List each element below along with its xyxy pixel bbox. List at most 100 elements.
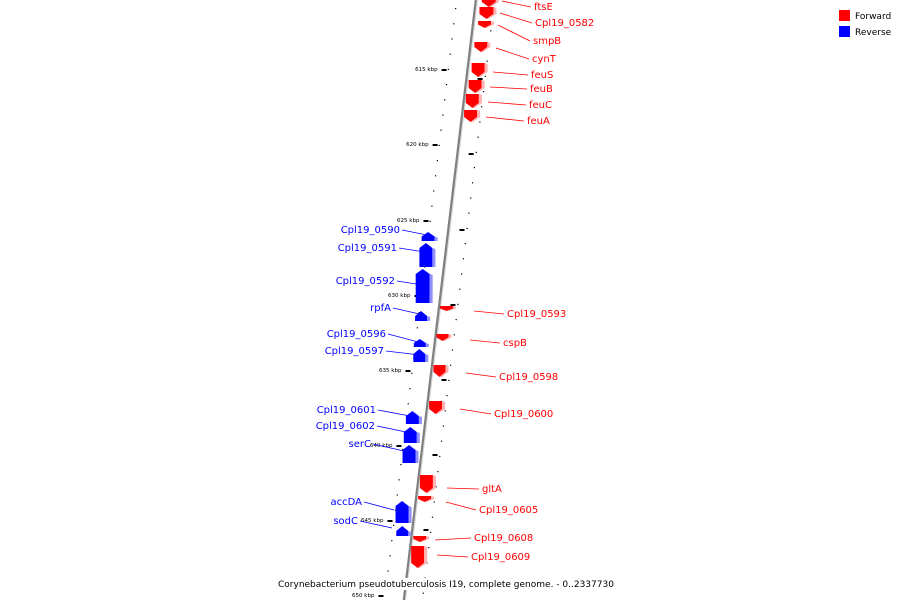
minor-tick-dot [455, 319, 457, 321]
gene-arrow-cspB [436, 334, 449, 341]
gene-arrow-Cpl19_0608 [413, 536, 427, 542]
tick-label: 645 kbp [361, 518, 384, 524]
gene-shade-smpB [484, 21, 495, 28]
major-tick-left [396, 445, 402, 447]
gene-arrow-Cpl19_0591 [419, 243, 433, 267]
gene-label-Cpl19_0592: Cpl19_0592 [336, 276, 395, 287]
gene-label-Cpl19_0591: Cpl19_0591 [338, 243, 397, 254]
minor-tick-dot [453, 23, 455, 25]
label-leaders [359, 0, 533, 558]
leader-rpfA [392, 307, 425, 316]
gene-label-feuC: feuC [529, 100, 552, 111]
gene-arrow-Cpl19_0593 [439, 306, 453, 311]
gene-label-rpfA: rpfA [370, 303, 391, 314]
gene-features [395, 0, 499, 568]
minor-tick-dot [448, 379, 450, 381]
gene-shade-Cpl19_0598 [439, 365, 449, 377]
leader-gltA [446, 487, 480, 490]
gene-shade-serC [415, 450, 419, 463]
minor-tick-dot [444, 99, 446, 101]
leader-smpB [497, 24, 531, 42]
minor-tick-dot [400, 464, 402, 466]
gene-shade-cspB [442, 334, 452, 341]
leader-Cpl19_0591 [398, 247, 432, 254]
minor-tick-dot [444, 410, 446, 412]
minor-tick-dot [435, 486, 437, 488]
gene-arrow-Cpl19_0609 [411, 546, 425, 568]
gene-shade-Cpl19_0593 [446, 306, 456, 311]
gene-arrow-Cpl19_0600 [429, 401, 443, 414]
minor-tick-dot [436, 160, 438, 162]
gene-label-Cpl19_0597: Cpl19_0597 [325, 346, 384, 357]
gene-label-Cpl19_0609: Cpl19_0609 [471, 552, 530, 563]
gene-arrow-feuC [465, 94, 479, 108]
tick-label: 650 kbp [352, 593, 375, 599]
legend-label-reverse: Reverse [855, 28, 892, 38]
gene-arrow-ftsE [481, 0, 496, 7]
gene-arrow-accDA [395, 501, 409, 523]
leader-Cpl19_0598 [465, 372, 497, 378]
minor-tick-dot [431, 205, 433, 207]
tick-label: 625 kbp [397, 218, 420, 224]
minor-tick-dot [442, 425, 444, 427]
gene-shade-sodC [408, 531, 412, 536]
gene-shade-feuS [478, 63, 488, 77]
gene-arrow-cynT [474, 42, 488, 52]
backbone-highlight [404, 0, 479, 600]
gene-label-sodC: sodC [333, 516, 358, 527]
minor-tick-dot [461, 273, 463, 275]
minor-tick-dot [468, 212, 470, 214]
minor-tick-dot [470, 197, 472, 199]
gene-arrow-Cpl19_0601 [405, 411, 419, 424]
minor-tick-dot [391, 540, 393, 542]
leader-cspB [469, 339, 501, 344]
minor-tick-dot [459, 288, 461, 290]
gene-label-Cpl19_0608: Cpl19_0608 [474, 533, 533, 544]
minor-tick-dot [396, 494, 398, 496]
gene-label-serC: serC [349, 439, 371, 450]
leader-Cpl19_0590 [401, 229, 433, 237]
major-tick-right [477, 78, 483, 80]
minor-tick-dot [416, 327, 418, 329]
minor-tick-dot [411, 372, 413, 374]
major-tick-right [423, 529, 429, 531]
minor-tick-dot [453, 334, 455, 336]
gene-arrow-Cpl19_0596 [413, 339, 426, 347]
minor-tick-dot [433, 190, 435, 192]
major-tick-right [432, 454, 438, 456]
minor-tick-dot [439, 455, 441, 457]
minor-tick-dot [447, 68, 449, 70]
major-tick-right [441, 379, 447, 381]
minor-tick-dot [409, 388, 411, 390]
gene-shade-feuC [472, 94, 482, 108]
minor-tick-dot [440, 129, 442, 131]
legend-swatch-forward [839, 10, 850, 21]
minor-tick-dot [473, 167, 475, 169]
minor-tick-dot [484, 75, 486, 77]
minor-tick-dot [440, 440, 443, 442]
minor-tick-dot [393, 524, 395, 526]
major-tick-right [459, 229, 465, 231]
gene-label-Cpl19_0602: Cpl19_0602 [316, 421, 375, 432]
minor-tick-dot [450, 364, 452, 366]
minor-tick-dot [445, 84, 448, 86]
gene-label-feuA: feuA [527, 116, 550, 127]
gene-shade-gltA [426, 475, 436, 493]
gene-arrow-sodC [396, 526, 409, 536]
gene-shade-feuA [470, 110, 481, 122]
gene-shade-Cpl19_0592 [429, 274, 433, 303]
minor-tick-dot [429, 220, 431, 222]
gene-arrow-smpB [478, 21, 492, 28]
minor-tick-dot [438, 144, 440, 146]
gene-shade-accDA [408, 506, 412, 523]
gene-arrow-Cpl19_0598 [433, 365, 446, 377]
leader-Cpl19_0582 [499, 12, 533, 24]
gene-shade-Cpl19_0591 [432, 248, 436, 267]
minor-tick-dot [464, 243, 466, 245]
gene-label-cynT: cynT [532, 54, 557, 65]
backbone-line [402, 0, 477, 600]
genome-backbone [402, 0, 479, 600]
minor-tick-dot [455, 8, 457, 10]
gene-label-gltA: gltA [482, 484, 502, 495]
